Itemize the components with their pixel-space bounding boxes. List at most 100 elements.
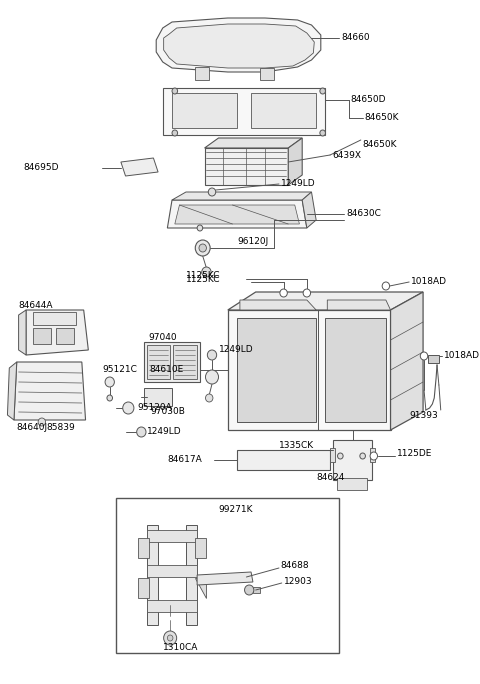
Text: 1249LD: 1249LD xyxy=(281,179,315,187)
Circle shape xyxy=(199,244,206,252)
Text: 91393: 91393 xyxy=(409,410,438,419)
Text: 6439X: 6439X xyxy=(332,150,361,159)
Polygon shape xyxy=(144,342,200,382)
Bar xyxy=(172,93,237,128)
Polygon shape xyxy=(147,600,197,612)
Text: 1249LD: 1249LD xyxy=(218,345,253,354)
Polygon shape xyxy=(33,312,76,325)
Polygon shape xyxy=(163,88,325,135)
Polygon shape xyxy=(19,310,26,355)
Polygon shape xyxy=(186,525,197,625)
Polygon shape xyxy=(195,538,206,558)
Circle shape xyxy=(205,370,218,384)
Text: 95120A: 95120A xyxy=(138,404,172,412)
Polygon shape xyxy=(391,292,423,430)
Text: 97030B: 97030B xyxy=(151,408,185,417)
Circle shape xyxy=(208,188,216,196)
Circle shape xyxy=(382,282,390,290)
Circle shape xyxy=(320,88,325,94)
Text: 84644A: 84644A xyxy=(19,300,53,309)
Text: 1125DE: 1125DE xyxy=(397,449,432,458)
Text: 85839: 85839 xyxy=(47,423,75,432)
Polygon shape xyxy=(370,448,375,462)
Bar xyxy=(428,355,439,363)
Polygon shape xyxy=(195,67,209,80)
Circle shape xyxy=(207,350,216,360)
Text: 84630C: 84630C xyxy=(346,209,381,218)
Text: 84640J: 84640J xyxy=(17,423,48,432)
Circle shape xyxy=(137,427,146,437)
Text: 1335CK: 1335CK xyxy=(279,441,314,451)
Polygon shape xyxy=(147,345,170,379)
Circle shape xyxy=(105,377,114,387)
Text: 84650D: 84650D xyxy=(350,96,386,105)
Polygon shape xyxy=(147,530,197,542)
Polygon shape xyxy=(172,192,312,200)
Bar xyxy=(144,388,172,406)
Bar xyxy=(251,93,316,128)
Bar xyxy=(237,450,330,470)
Polygon shape xyxy=(228,310,391,430)
Polygon shape xyxy=(147,565,197,577)
Polygon shape xyxy=(147,525,158,625)
Text: 12903: 12903 xyxy=(284,577,312,586)
Circle shape xyxy=(172,88,178,94)
Text: 84650K: 84650K xyxy=(362,140,397,149)
Text: 99271K: 99271K xyxy=(218,505,253,514)
Text: 84650K: 84650K xyxy=(364,114,399,122)
Polygon shape xyxy=(228,292,423,310)
Circle shape xyxy=(197,225,203,231)
Text: 1310CA: 1310CA xyxy=(163,644,198,653)
Polygon shape xyxy=(7,362,17,420)
Bar xyxy=(116,498,339,653)
Polygon shape xyxy=(260,68,274,80)
Text: 1018AD: 1018AD xyxy=(444,352,480,360)
Text: 84688: 84688 xyxy=(281,562,310,570)
Polygon shape xyxy=(327,300,391,310)
Circle shape xyxy=(320,130,325,136)
Circle shape xyxy=(205,394,213,402)
Polygon shape xyxy=(156,18,321,72)
Text: 84695D: 84695D xyxy=(23,163,59,172)
Polygon shape xyxy=(195,578,206,598)
Text: 1018AD: 1018AD xyxy=(411,278,447,287)
Polygon shape xyxy=(138,538,149,558)
Circle shape xyxy=(38,418,46,426)
Circle shape xyxy=(164,631,177,645)
Polygon shape xyxy=(237,318,316,422)
Polygon shape xyxy=(204,148,288,185)
Polygon shape xyxy=(197,572,253,585)
Circle shape xyxy=(420,352,428,360)
Polygon shape xyxy=(168,200,307,228)
Circle shape xyxy=(202,267,211,277)
Bar xyxy=(33,328,51,344)
Polygon shape xyxy=(138,578,149,598)
Text: 97040: 97040 xyxy=(149,334,178,343)
Polygon shape xyxy=(288,138,302,185)
Polygon shape xyxy=(121,158,158,176)
Text: 1125KC: 1125KC xyxy=(186,276,220,285)
Polygon shape xyxy=(330,448,335,462)
Circle shape xyxy=(172,130,178,136)
Polygon shape xyxy=(240,300,316,310)
Circle shape xyxy=(360,453,365,459)
Circle shape xyxy=(370,452,377,460)
Polygon shape xyxy=(14,362,85,420)
Polygon shape xyxy=(26,310,88,355)
Polygon shape xyxy=(333,440,372,480)
Circle shape xyxy=(337,453,343,459)
Circle shape xyxy=(195,240,210,256)
Text: 1249LD: 1249LD xyxy=(147,428,181,436)
Text: 1125KC: 1125KC xyxy=(186,270,220,280)
Text: 84617A: 84617A xyxy=(168,456,202,464)
Circle shape xyxy=(123,402,134,414)
Polygon shape xyxy=(204,138,302,148)
Circle shape xyxy=(244,585,254,595)
Circle shape xyxy=(280,289,288,297)
Circle shape xyxy=(168,635,173,641)
Circle shape xyxy=(107,395,112,401)
Text: 95121C: 95121C xyxy=(102,365,137,375)
Polygon shape xyxy=(164,24,314,68)
Text: 84610E: 84610E xyxy=(150,365,184,375)
Polygon shape xyxy=(336,478,367,490)
